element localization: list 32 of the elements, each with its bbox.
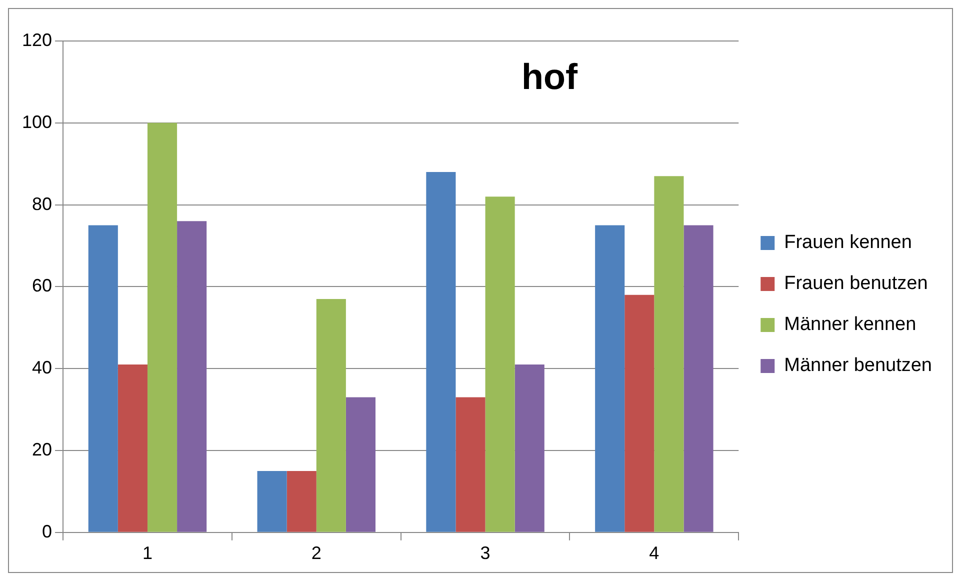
bar [118,364,148,532]
bar [595,225,625,532]
x-tick-label: 1 [142,543,152,564]
y-tick-label: 60 [32,276,52,296]
y-tick-label: 80 [32,194,52,214]
bar [514,364,544,532]
legend-label: Männer kennen [784,314,916,336]
x-tick-label: 4 [649,543,660,564]
legend-label: Frauen kennen [784,232,912,254]
bar [286,470,316,532]
bar [485,196,515,532]
legend-label: Frauen benutzen [784,273,928,294]
bar [88,225,118,532]
y-tick-label: 0 [42,521,52,542]
bar [624,294,654,532]
bar [456,397,486,532]
y-tick-label: 20 [32,439,52,460]
bar [147,122,178,532]
bar [177,221,207,532]
legend-label: Männer benutzen [784,355,932,376]
chart-title: hof [521,56,578,97]
bar [346,397,376,532]
bar [684,225,714,532]
bar [316,298,346,532]
x-tick-label: 2 [311,543,322,564]
y-tick-label: 100 [22,112,52,132]
x-tick-label: 3 [480,543,490,564]
bar [654,176,684,532]
bar [257,470,287,532]
y-tick-label: 120 [22,30,52,50]
bar [426,172,456,532]
y-tick-label: 40 [32,358,52,378]
